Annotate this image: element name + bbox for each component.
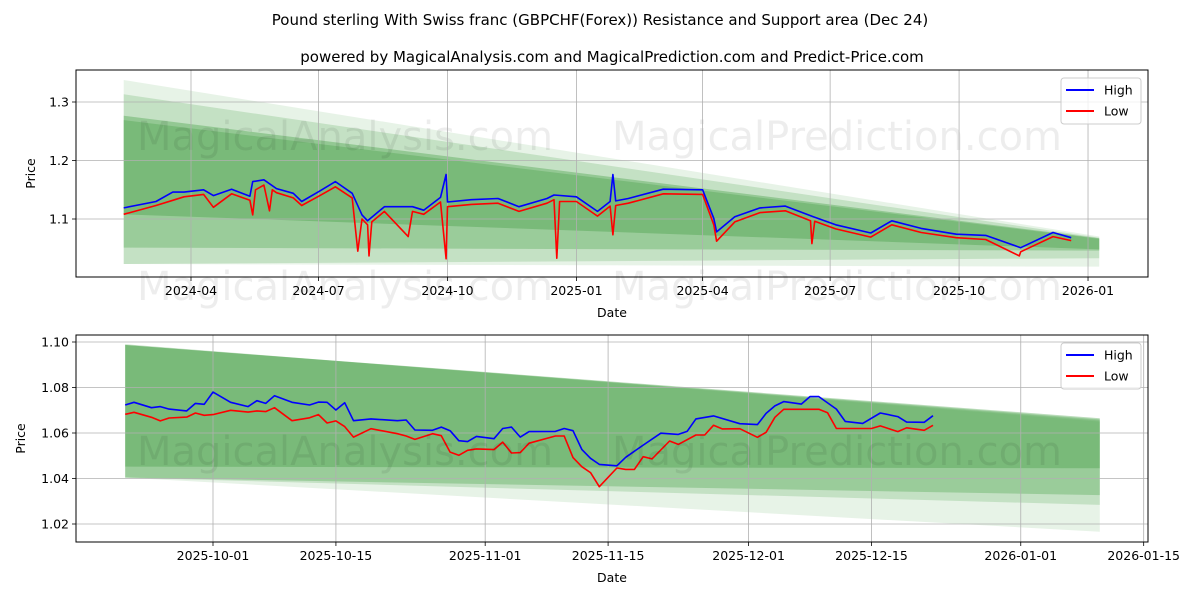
x-tick-label: 2025-10-01 xyxy=(177,548,250,563)
x-tick-label: 2024-07 xyxy=(292,283,344,298)
x-tick-label: 2025-12-15 xyxy=(835,548,908,563)
x-axis-label: Date xyxy=(597,305,627,320)
y-tick-label: 1.1 xyxy=(49,212,69,227)
x-tick-label: 2026-01-15 xyxy=(1107,548,1180,563)
y-tick-label: 1.02 xyxy=(41,517,69,532)
x-tick-label: 2024-10 xyxy=(421,283,473,298)
x-tick-label: 2026-01-01 xyxy=(984,548,1057,563)
x-tick-label: 2025-04 xyxy=(676,283,728,298)
watermark-text: MagicalAnalysis.com xyxy=(137,429,553,475)
x-tick-label: 2026-01 xyxy=(1062,283,1114,298)
legend: High Low xyxy=(1061,343,1141,389)
x-tick-label: 2025-07 xyxy=(804,283,856,298)
legend-label-low: Low xyxy=(1104,104,1129,119)
x-tick-label: 2024-04 xyxy=(165,283,217,298)
chart-title: Pound sterling With Swiss franc (GBPCHF(… xyxy=(272,11,928,29)
x-tick-label: 2025-10-15 xyxy=(300,548,373,563)
x-axis-label: Date xyxy=(597,570,627,585)
y-axis-label: Price xyxy=(13,423,28,454)
watermark-text: MagicalPrediction.com xyxy=(612,114,1062,160)
y-tick-label: 1.2 xyxy=(49,153,69,168)
x-tick-label: 2025-01 xyxy=(550,283,602,298)
y-axis-label: Price xyxy=(23,158,38,189)
legend: High Low xyxy=(1061,78,1141,124)
legend-label-high: High xyxy=(1104,348,1133,363)
watermark-text: MagicalPrediction.com xyxy=(612,429,1062,475)
y-tick-label: 1.06 xyxy=(41,426,69,441)
legend-label-high: High xyxy=(1104,83,1133,98)
chart-subtitle: powered by MagicalAnalysis.com and Magic… xyxy=(300,48,924,66)
x-tick-label: 2025-11-01 xyxy=(449,548,522,563)
legend-label-low: Low xyxy=(1104,369,1129,384)
y-tick-label: 1.3 xyxy=(49,95,69,110)
y-tick-label: 1.10 xyxy=(41,335,69,350)
y-tick-label: 1.04 xyxy=(41,471,69,486)
x-tick-label: 2025-10 xyxy=(933,283,985,298)
watermark-text: MagicalAnalysis.com xyxy=(137,114,553,160)
x-tick-label: 2025-11-15 xyxy=(572,548,645,563)
x-tick-label: 2025-12-01 xyxy=(712,548,785,563)
y-tick-label: 1.08 xyxy=(41,380,69,395)
